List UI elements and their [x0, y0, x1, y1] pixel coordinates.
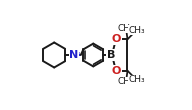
Text: CH₃: CH₃ — [128, 26, 145, 35]
Text: N: N — [69, 50, 78, 60]
Text: B: B — [107, 50, 115, 60]
Text: CH₃: CH₃ — [118, 24, 134, 33]
Text: O: O — [112, 34, 121, 44]
Text: CH₃: CH₃ — [128, 75, 145, 84]
Text: CH₃: CH₃ — [118, 77, 134, 86]
Text: O: O — [112, 66, 121, 76]
